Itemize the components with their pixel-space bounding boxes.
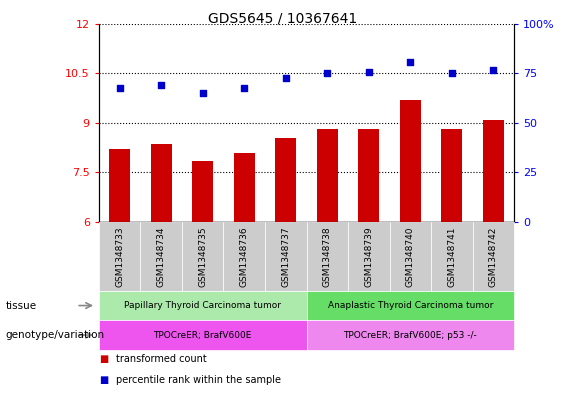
Bar: [483, 119, 504, 222]
Bar: [400, 100, 421, 222]
Point: [198, 90, 207, 96]
Point: [157, 82, 166, 88]
Text: GSM1348741: GSM1348741: [447, 226, 457, 286]
Bar: [317, 129, 338, 222]
Point: [406, 59, 415, 65]
Text: GSM1348737: GSM1348737: [281, 226, 290, 287]
Bar: [151, 144, 172, 222]
Point: [240, 85, 249, 91]
Bar: [109, 149, 130, 222]
Point: [323, 70, 332, 76]
Text: Papillary Thyroid Carcinoma tumor: Papillary Thyroid Carcinoma tumor: [124, 301, 281, 310]
Text: ■: ■: [99, 375, 108, 385]
Bar: [275, 138, 296, 222]
Text: transformed count: transformed count: [116, 354, 207, 364]
Text: percentile rank within the sample: percentile rank within the sample: [116, 375, 281, 385]
Text: TPOCreER; BrafV600E: TPOCreER; BrafV600E: [154, 331, 252, 340]
Text: ■: ■: [99, 354, 108, 364]
Text: GSM1348734: GSM1348734: [157, 226, 166, 286]
Text: GSM1348733: GSM1348733: [115, 226, 124, 287]
Text: GSM1348736: GSM1348736: [240, 226, 249, 287]
Text: GSM1348739: GSM1348739: [364, 226, 373, 287]
Text: Anaplastic Thyroid Carcinoma tumor: Anaplastic Thyroid Carcinoma tumor: [328, 301, 493, 310]
Point: [447, 70, 457, 76]
Point: [489, 67, 498, 73]
Point: [115, 85, 124, 91]
Text: tissue: tissue: [6, 301, 37, 310]
Text: GDS5645 / 10367641: GDS5645 / 10367641: [208, 12, 357, 26]
Text: GSM1348742: GSM1348742: [489, 226, 498, 286]
Text: GSM1348735: GSM1348735: [198, 226, 207, 287]
Point: [364, 68, 373, 75]
Text: genotype/variation: genotype/variation: [6, 330, 105, 340]
Bar: [441, 129, 462, 222]
Text: GSM1348738: GSM1348738: [323, 226, 332, 287]
Point: [281, 75, 290, 81]
Bar: [192, 161, 213, 222]
Bar: [358, 129, 379, 222]
Text: TPOCreER; BrafV600E; p53 -/-: TPOCreER; BrafV600E; p53 -/-: [344, 331, 477, 340]
Text: GSM1348740: GSM1348740: [406, 226, 415, 286]
Bar: [234, 152, 255, 222]
